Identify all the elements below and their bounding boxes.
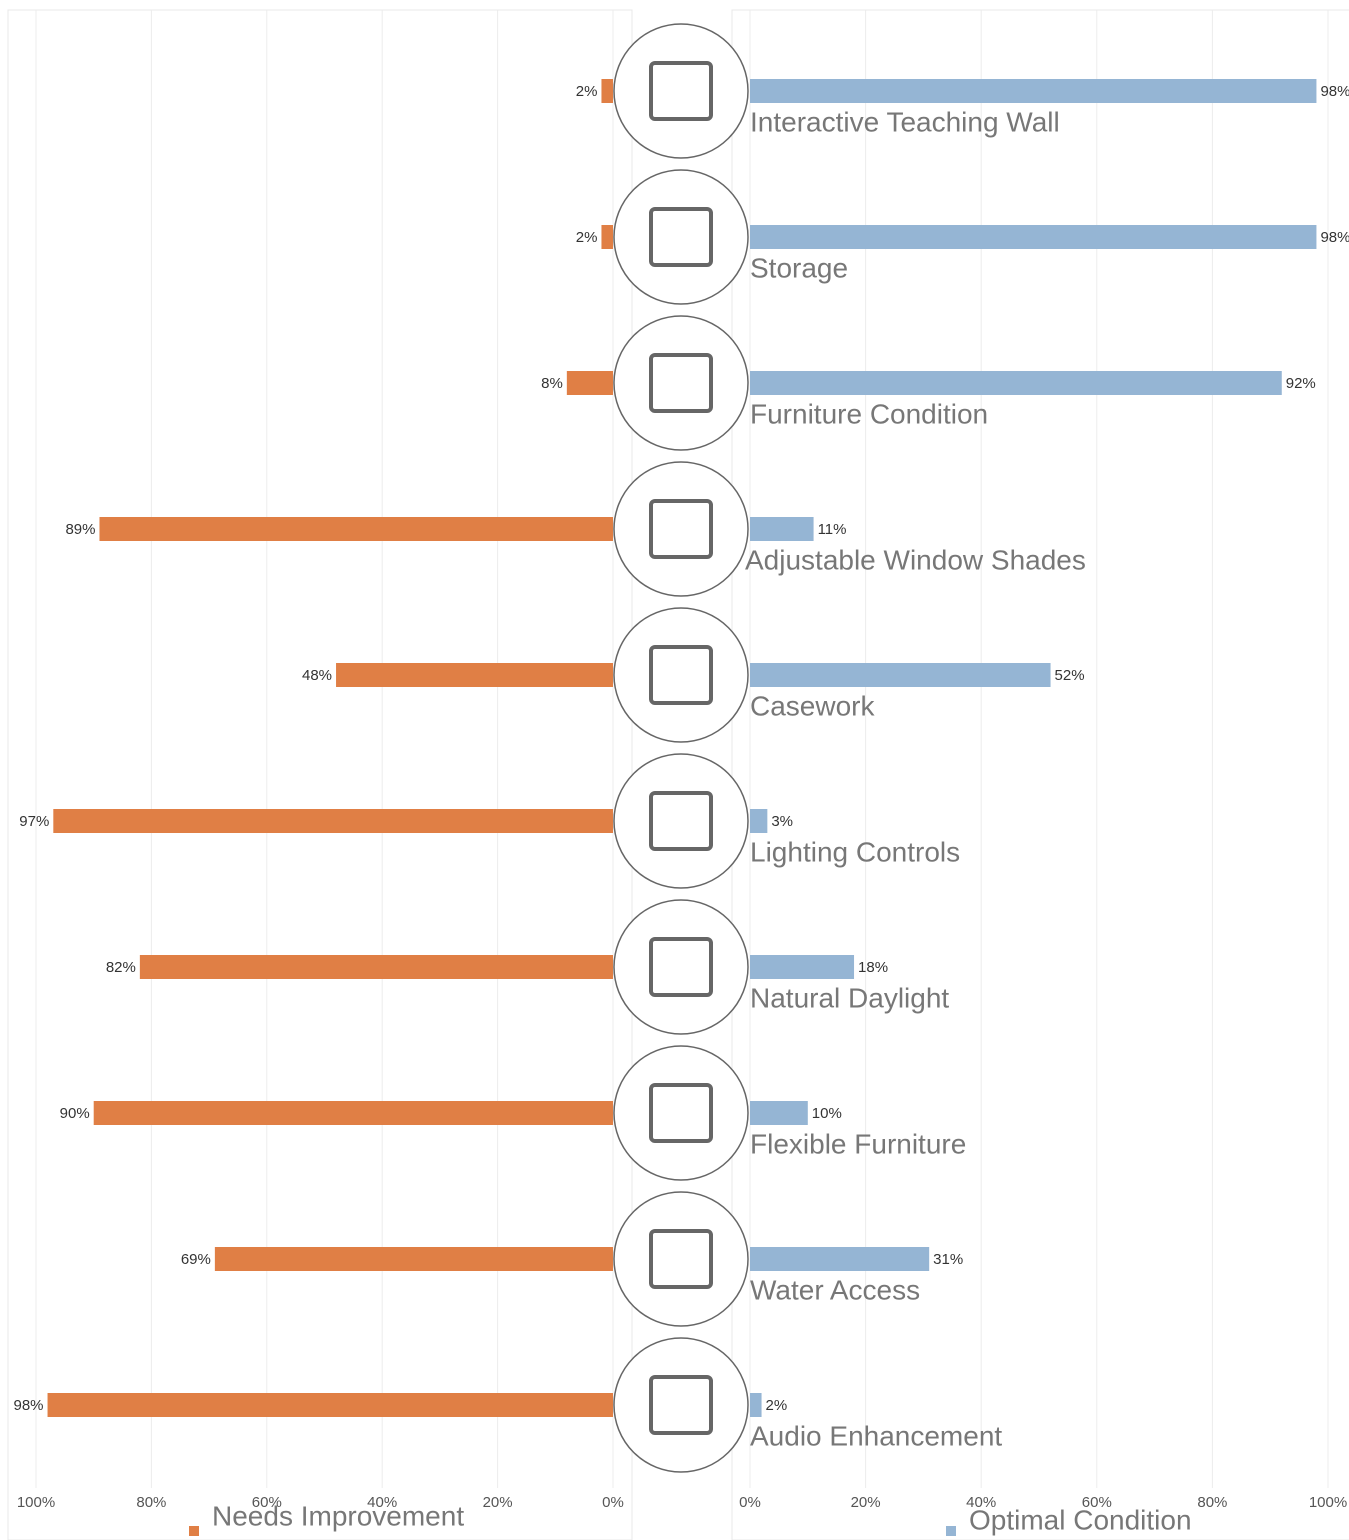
x-tick-label: 40% bbox=[966, 1494, 996, 1511]
category-label: Casework bbox=[750, 690, 875, 721]
x-tick-label: 20% bbox=[851, 1494, 881, 1511]
category-label: Lighting Controls bbox=[750, 836, 960, 867]
value-label: 98% bbox=[1320, 83, 1349, 100]
icon-circle bbox=[613, 1191, 749, 1327]
value-label: 2% bbox=[576, 83, 598, 100]
x-tick-label: 80% bbox=[136, 1494, 166, 1511]
value-label: 2% bbox=[576, 229, 598, 246]
x-tick-label: 0% bbox=[739, 1494, 761, 1511]
bar bbox=[601, 225, 613, 249]
icon-glyph bbox=[649, 207, 713, 267]
bar bbox=[750, 809, 768, 833]
legend-label: Needs Improvement bbox=[212, 1500, 464, 1531]
x-tick-label: 80% bbox=[1197, 1494, 1227, 1511]
value-label: 10% bbox=[812, 1105, 842, 1122]
category-label: Natural Daylight bbox=[750, 982, 949, 1013]
bar bbox=[750, 517, 814, 541]
icon-circle bbox=[613, 461, 749, 597]
icon-glyph bbox=[649, 1375, 713, 1435]
icon-circle bbox=[613, 607, 749, 743]
icon-circle bbox=[613, 753, 749, 889]
legend-label: Optimal Condition bbox=[969, 1504, 1192, 1535]
left-panel bbox=[7, 9, 633, 1540]
value-label: 98% bbox=[1320, 229, 1349, 246]
bar bbox=[139, 955, 614, 979]
icon-circle bbox=[613, 169, 749, 305]
value-label: 18% bbox=[858, 959, 888, 976]
category-label: Flexible Furniture bbox=[750, 1128, 966, 1159]
bar bbox=[566, 371, 613, 395]
legend-swatch bbox=[189, 1526, 199, 1536]
value-label: 52% bbox=[1055, 667, 1085, 684]
value-label: 90% bbox=[60, 1105, 90, 1122]
bar bbox=[750, 663, 1051, 687]
category-label: Storage bbox=[750, 252, 848, 283]
x-tick-label: 100% bbox=[1309, 1494, 1347, 1511]
icon-glyph bbox=[649, 353, 713, 413]
bar bbox=[750, 1247, 930, 1271]
icon-glyph bbox=[649, 1229, 713, 1289]
x-tick-label: 60% bbox=[252, 1494, 282, 1511]
x-tick-label: 60% bbox=[1082, 1494, 1112, 1511]
category-label: Audio Enhancement bbox=[750, 1420, 1002, 1451]
legend-swatch bbox=[946, 1526, 956, 1536]
value-label: 69% bbox=[181, 1251, 211, 1268]
value-label: 3% bbox=[771, 813, 793, 830]
value-label: 11% bbox=[818, 521, 847, 538]
bar bbox=[99, 517, 614, 541]
value-label: 2% bbox=[766, 1397, 788, 1414]
bar bbox=[214, 1247, 613, 1271]
icon-circle bbox=[613, 315, 749, 451]
value-label: 31% bbox=[933, 1251, 963, 1268]
icon-glyph bbox=[649, 61, 713, 121]
right-panel bbox=[731, 9, 1349, 1540]
icon-glyph bbox=[649, 937, 713, 997]
icon-circle bbox=[613, 899, 749, 1035]
value-label: 92% bbox=[1286, 375, 1316, 392]
bar bbox=[750, 79, 1317, 103]
category-label: Water Access bbox=[750, 1274, 920, 1305]
value-label: 97% bbox=[19, 813, 49, 830]
icon-glyph bbox=[649, 645, 713, 705]
bar bbox=[750, 1393, 762, 1417]
category-label: Interactive Teaching Wall bbox=[750, 106, 1060, 137]
x-tick-label: 40% bbox=[367, 1494, 397, 1511]
bar bbox=[750, 955, 855, 979]
value-label: 89% bbox=[65, 521, 95, 538]
icon-circle bbox=[613, 23, 749, 159]
x-tick-label: 20% bbox=[483, 1494, 513, 1511]
bar bbox=[750, 371, 1282, 395]
icon-glyph bbox=[649, 791, 713, 851]
bar bbox=[336, 663, 613, 687]
value-label: 98% bbox=[14, 1397, 44, 1414]
value-label: 82% bbox=[106, 959, 136, 976]
category-label: Adjustable Window Shades bbox=[745, 544, 1086, 575]
bar bbox=[750, 1101, 808, 1125]
icon-circle bbox=[613, 1045, 749, 1181]
value-label: 8% bbox=[541, 375, 563, 392]
bar bbox=[47, 1393, 614, 1417]
bar bbox=[750, 225, 1317, 249]
icon-glyph bbox=[649, 499, 713, 559]
icon-glyph bbox=[649, 1083, 713, 1143]
value-label: 48% bbox=[302, 667, 332, 684]
bar bbox=[601, 79, 613, 103]
icon-circle bbox=[613, 1337, 749, 1473]
x-tick-label: 100% bbox=[17, 1494, 55, 1511]
category-label: Furniture Condition bbox=[750, 398, 988, 429]
bar bbox=[53, 809, 614, 833]
bar bbox=[93, 1101, 613, 1125]
x-tick-label: 0% bbox=[602, 1494, 624, 1511]
